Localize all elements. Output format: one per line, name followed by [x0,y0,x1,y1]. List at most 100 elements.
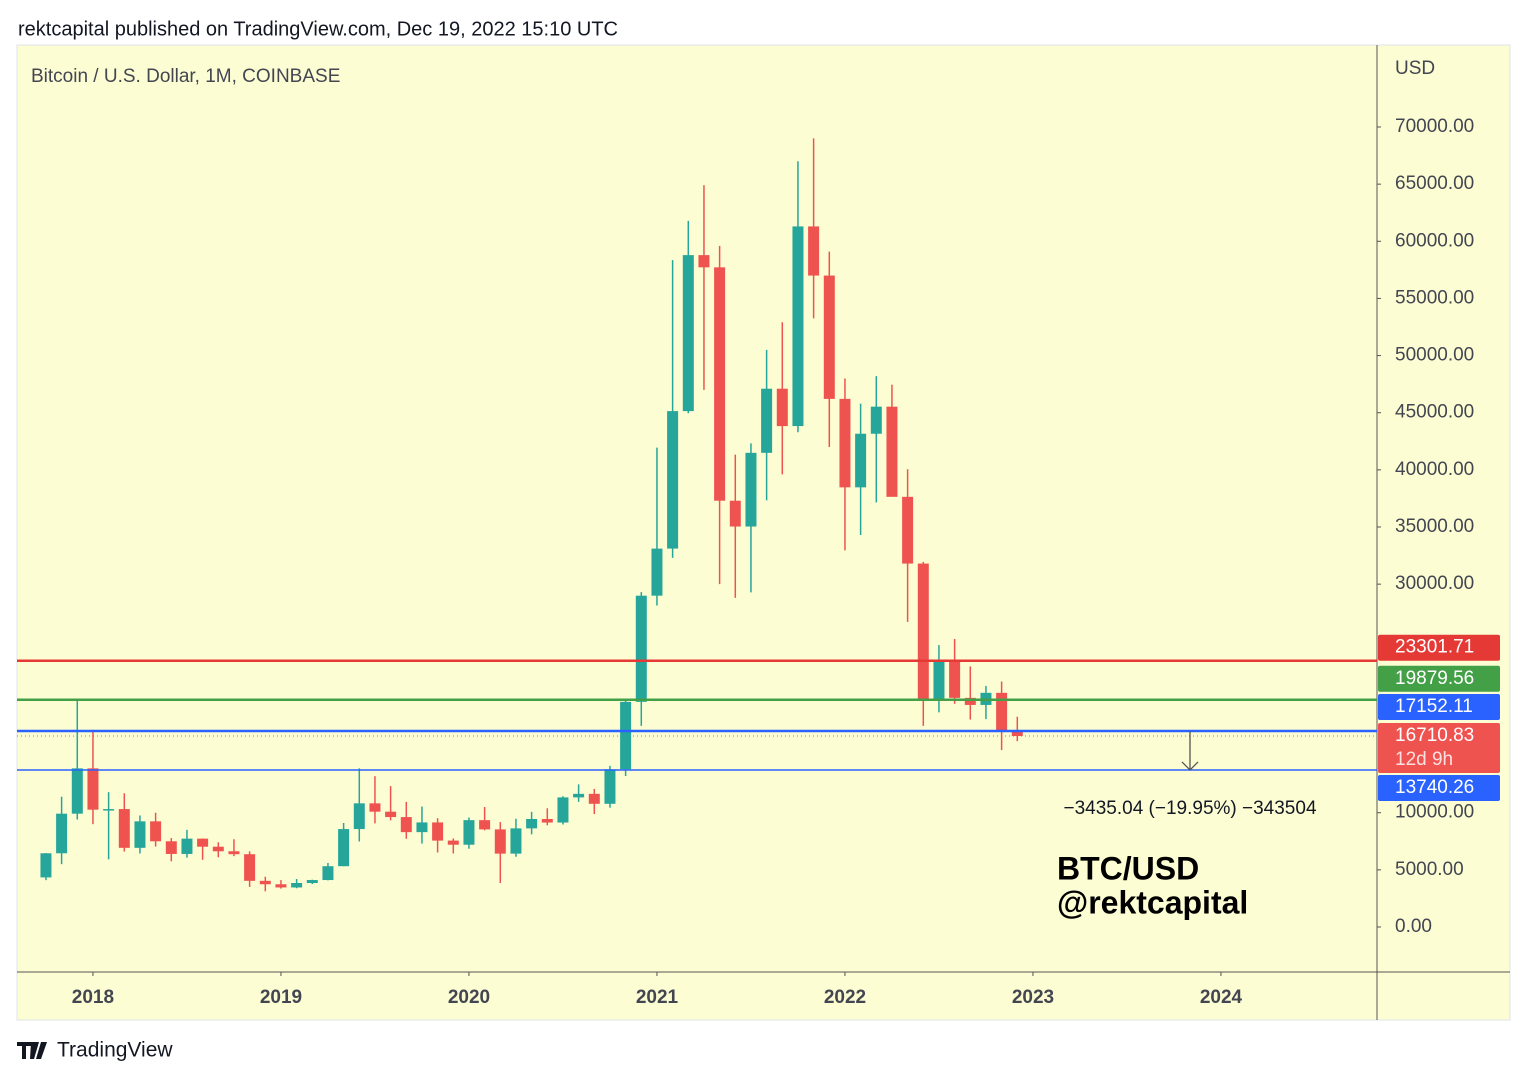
y-tick-label: 0.00 [1395,916,1432,937]
watermark: BTC/USD [1057,850,1199,886]
price-tag-label: 17152.11 [1395,696,1473,717]
x-tick-label: 2020 [448,987,490,1008]
candle-body [338,829,350,867]
tv-logo [17,1042,47,1059]
candle-body [244,854,256,881]
candle-body [604,769,616,804]
y-tick-label: 40000.00 [1395,459,1474,480]
candle-body [306,880,318,883]
candle-body [698,255,710,268]
price-tag-label: 13740.26 [1395,777,1474,798]
price-tag [1378,693,1500,720]
measure-label: −3435.04 (−19.95%) −343504 [1063,798,1316,819]
candle-body [729,500,741,527]
candle-body [635,595,647,702]
x-tick-label: 2022 [824,987,866,1008]
candle-body [40,853,52,878]
candle-body [651,548,663,596]
price-tag-label: 19879.56 [1395,668,1474,689]
y-tick-label: 70000.00 [1395,116,1474,137]
candle-body [792,226,804,427]
candle-body [510,828,522,854]
candle-body [400,817,412,833]
candle-body [682,255,694,412]
candle-body [103,809,115,811]
candle-body [181,838,193,854]
candle-body [808,226,820,276]
y-tick-label: 65000.00 [1395,173,1474,194]
candle-body [275,884,287,888]
candle-body [463,820,475,845]
brand: TradingView [57,1039,173,1062]
candle-body [494,829,506,854]
price-tag-label: 23301.71 [1395,637,1474,658]
candle-body [776,388,788,427]
candle-body [416,822,428,833]
price-tag [1378,774,1500,801]
measure-arrow [1181,730,1199,771]
candle-body [87,768,99,810]
y-tick-label: 5000.00 [1395,859,1464,880]
candle-body [902,496,914,564]
candle-body [353,803,365,830]
candle-body [165,841,177,854]
candle-body [573,793,585,798]
candle-body [228,851,240,855]
y-tick-label: 30000.00 [1395,573,1474,594]
y-tick-label: 55000.00 [1395,287,1474,308]
candle-body [886,406,898,497]
candle-body [134,821,146,848]
candle-body [839,398,851,488]
candle-body [761,388,773,453]
y-tick-label: 60000.00 [1395,230,1474,251]
candle-body [212,846,224,852]
candle-body [541,819,553,823]
price-tag [1378,723,1500,774]
x-tick-label: 2018 [72,987,114,1008]
countdown: 12d 9h [1395,749,1453,770]
price-tag-label: 16710.83 [1395,725,1474,746]
candle-body [118,809,130,848]
candle-body [964,697,976,705]
candle-body [870,406,882,434]
candle-body [667,411,679,549]
candle-body [369,803,381,812]
candle-body [447,840,459,845]
y-tick-label: 10000.00 [1395,802,1474,823]
candle-body [56,813,68,854]
candle-body [526,819,538,829]
y-tick-label: 35000.00 [1395,516,1474,537]
x-tick-label: 2024 [1200,987,1243,1008]
candle-body [996,692,1008,731]
x-tick-label: 2021 [636,987,679,1008]
x-tick-label: 2023 [1012,987,1054,1008]
candle-body [855,433,867,488]
candle-body [150,821,162,842]
watermark: @rektcapital [1057,884,1248,920]
candle-body [933,660,945,700]
candle-body [714,267,726,501]
candle-body [479,820,491,830]
candle-body [322,866,334,881]
candle-body [745,452,757,527]
candle-body [197,838,209,847]
candle-body [1011,730,1023,737]
publisher: rektcapital published on TradingView.com… [18,18,618,40]
candle-body [385,811,397,818]
y-tick-label: 50000.00 [1395,345,1474,366]
candle-body [291,883,303,888]
price-tag [1378,634,1500,661]
currency-label: USD [1395,58,1435,79]
chart-frame [16,44,1511,1021]
candle-body [823,275,835,399]
candle-body [557,797,569,823]
x-tick-label: 2019 [260,987,302,1008]
candle-body [917,563,929,700]
y-tick-label: 45000.00 [1395,402,1474,423]
candle-body [432,822,444,841]
candle-body [71,768,83,814]
candle-body [588,793,600,804]
candle-body [259,880,271,885]
chart-title: Bitcoin / U.S. Dollar, 1M, COINBASE [31,66,340,87]
